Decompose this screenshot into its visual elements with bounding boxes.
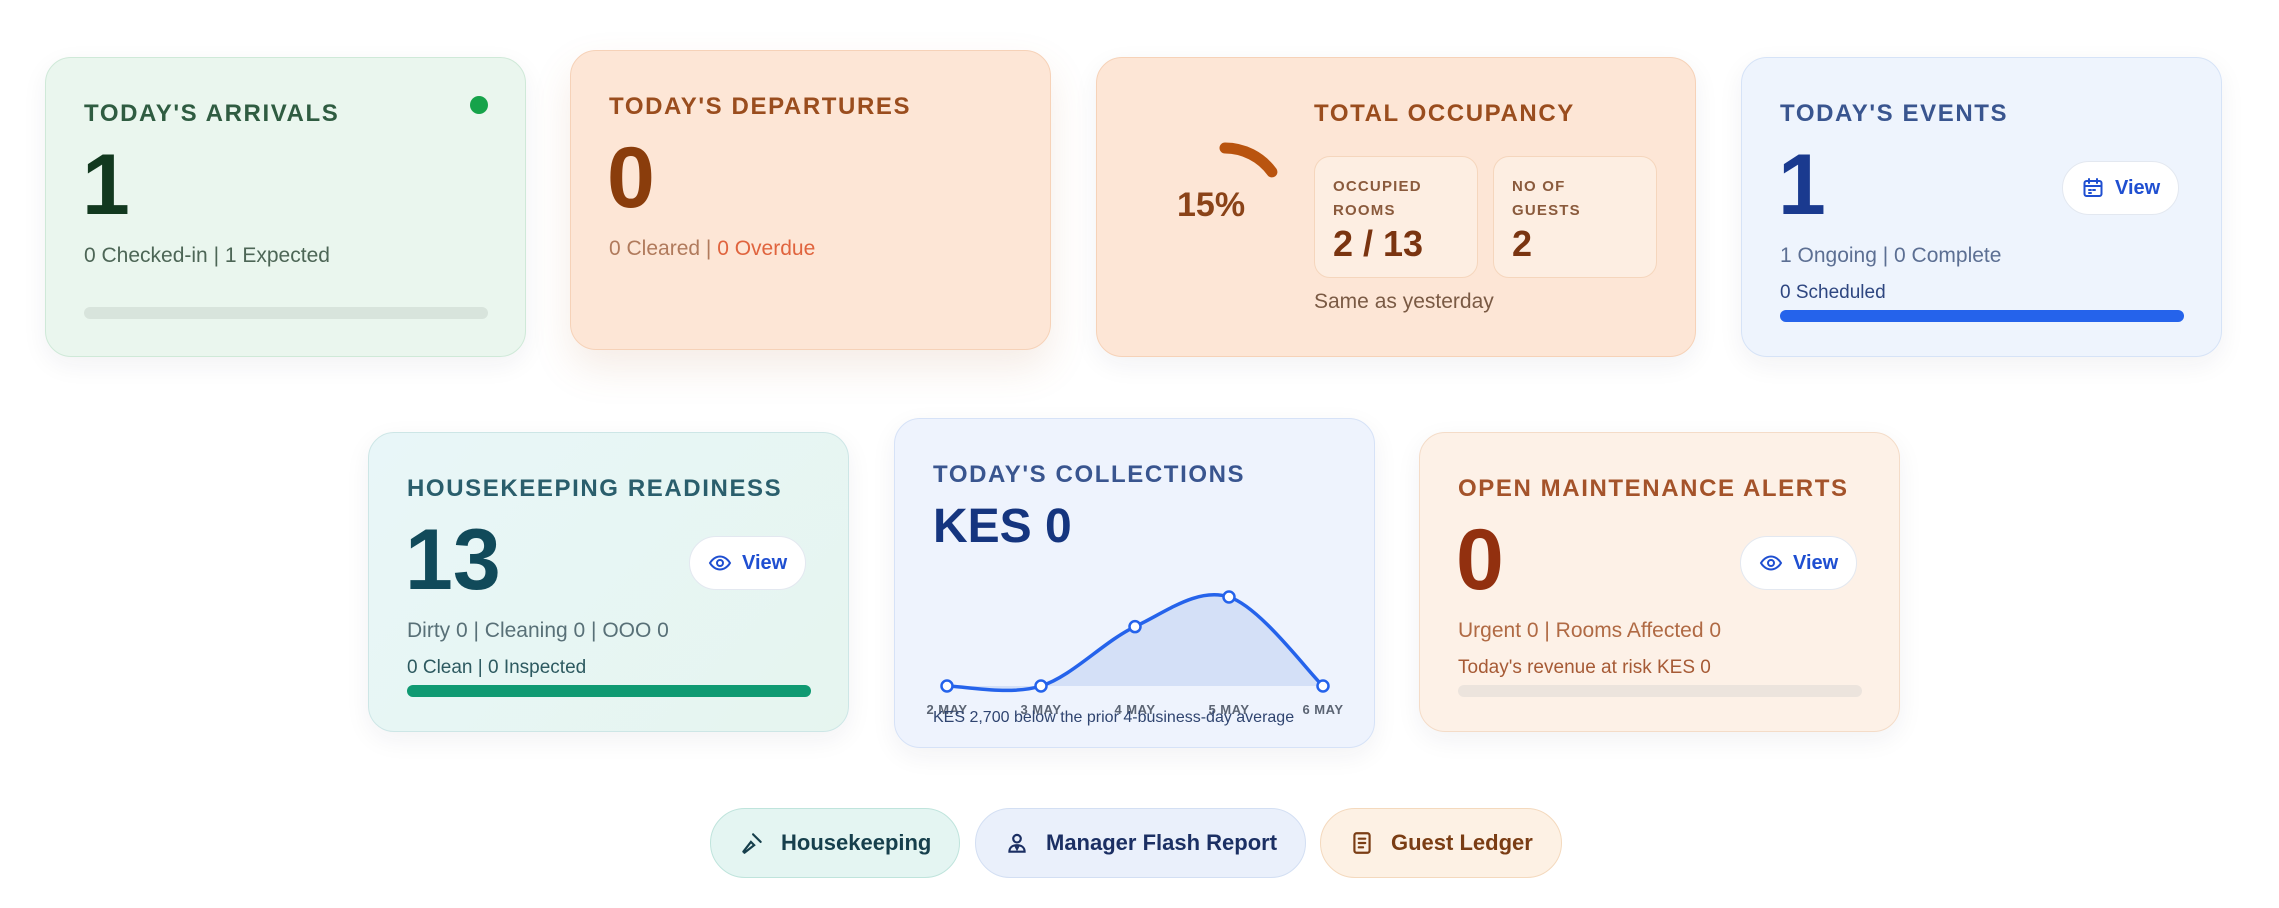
events-scheduled: 0 Scheduled bbox=[1780, 282, 1886, 303]
housekeeping-clean: 0 Clean | 0 Inspected bbox=[407, 657, 587, 678]
events-label: TODAY'S EVENTS bbox=[1780, 100, 2009, 127]
occupancy-gauge-arc bbox=[1219, 142, 1278, 178]
departures-overdue: 0 Overdue bbox=[717, 237, 816, 260]
departures-detail: 0 Cleared | 0 Overdue bbox=[609, 237, 815, 261]
maintenance-revenue: Today's revenue at risk KES 0 bbox=[1458, 657, 1711, 678]
arrivals-label: TODAY'S ARRIVALS bbox=[84, 100, 340, 127]
chart-point bbox=[1222, 590, 1236, 604]
collections-label: TODAY'S COLLECTIONS bbox=[933, 461, 1246, 488]
manager-flash-report-button[interactable]: Manager Flash Report bbox=[975, 808, 1307, 878]
status-dot-icon bbox=[470, 96, 488, 114]
chart-x-tick-label: 6 MAY bbox=[1302, 702, 1343, 717]
maintenance-label: OPEN MAINTENANCE ALERTS bbox=[1458, 475, 1849, 502]
events-count: 1 bbox=[1778, 137, 1826, 233]
guest-ledger-label: Guest Ledger bbox=[1391, 830, 1533, 855]
occupancy-comparison: Same as yesterday bbox=[1314, 290, 1494, 313]
maintenance-progress-track bbox=[1458, 685, 1862, 697]
housekeeping-view-button[interactable]: View bbox=[689, 536, 807, 590]
maintenance-view-button[interactable]: View bbox=[1740, 536, 1858, 590]
chart-point bbox=[1128, 619, 1142, 634]
manager-flash-report-label: Manager Flash Report bbox=[1046, 830, 1278, 855]
chart-x-tick-label: 2 MAY bbox=[926, 702, 967, 717]
events-progress-track bbox=[1780, 310, 2184, 322]
occupied-rooms-value: 2 / 13 bbox=[1333, 223, 1424, 264]
departures-label: TODAY'S DEPARTURES bbox=[609, 93, 912, 120]
arrivals-detail: 0 Checked-in | 1 Expected bbox=[84, 244, 330, 267]
housekeeping-card: HOUSEKEEPING READINESS 13 View Dirty 0 |… bbox=[368, 432, 849, 732]
housekeeping-progress-fill bbox=[407, 685, 811, 697]
housekeeping-label: HOUSEKEEPING READINESS bbox=[407, 475, 783, 502]
chart-point bbox=[1034, 679, 1048, 693]
arrivals-count: 1 bbox=[82, 137, 130, 233]
chart-x-tick-label: 5 MAY bbox=[1208, 702, 1249, 717]
housekeeping-detail: Dirty 0 | Cleaning 0 | OOO 0 bbox=[407, 619, 669, 642]
guests-value: 2 bbox=[1512, 223, 1533, 264]
occupancy-gauge bbox=[1219, 142, 1278, 178]
occupancy-card: 15% TOTAL OCCUPANCY OCCUPIED ROOMS 2 / 1… bbox=[1096, 57, 1696, 357]
occupied-rooms-label: OCCUPIED ROOMS bbox=[1333, 178, 1422, 219]
departures-separator: | bbox=[700, 237, 718, 260]
chart-point bbox=[940, 679, 954, 693]
occupancy-label: TOTAL OCCUPANCY bbox=[1314, 100, 1575, 127]
chart-x-tick-label: 3 MAY bbox=[1020, 702, 1061, 717]
eye-icon bbox=[1759, 555, 1783, 571]
chart-area-fill bbox=[947, 594, 1323, 691]
occupied-rooms-box: OCCUPIED ROOMS 2 / 13 bbox=[1314, 156, 1478, 278]
collections-chart: 2 MAY 3 MAY 4 MAY 5 MAY 6 MAY bbox=[926, 590, 1343, 717]
events-progress-fill bbox=[1780, 310, 2184, 322]
housekeeping-count: 13 bbox=[405, 512, 501, 608]
broom-icon bbox=[742, 833, 762, 854]
maintenance-view-label: View bbox=[1793, 551, 1839, 574]
collections-amount: KES 0 bbox=[933, 500, 1072, 553]
departures-count: 0 bbox=[607, 130, 655, 226]
housekeeping-progress-track bbox=[407, 685, 811, 697]
departures-card: TODAY'S DEPARTURES 0 0 Cleared | 0 Overd… bbox=[570, 50, 1051, 350]
events-view-label: View bbox=[2115, 176, 2161, 199]
housekeeping-link-label: Housekeeping bbox=[781, 830, 932, 855]
calendar-icon bbox=[2083, 178, 2103, 197]
events-detail: 1 Ongoing | 0 Complete bbox=[1780, 244, 2002, 267]
ledger-document-icon bbox=[1353, 832, 1371, 854]
maintenance-count: 0 bbox=[1456, 512, 1504, 608]
arrivals-progress-track bbox=[84, 307, 488, 319]
collections-note: KES 2,700 below the prior 4-business-day… bbox=[933, 709, 1295, 726]
chart-point bbox=[1316, 679, 1330, 693]
maintenance-detail: Urgent 0 | Rooms Affected 0 bbox=[1458, 619, 1722, 642]
guest-ledger-button[interactable]: Guest Ledger bbox=[1320, 808, 1562, 878]
occupancy-percent: 15% bbox=[1177, 186, 1246, 224]
events-card: TODAY'S EVENTS 1 View 1 Ongoing | 0 Comp… bbox=[1741, 57, 2222, 357]
manager-person-icon bbox=[1008, 833, 1026, 853]
housekeeping-link-button[interactable]: Housekeeping bbox=[710, 808, 961, 878]
guests-box: NO OF GUESTS 2 bbox=[1493, 156, 1657, 278]
chart-x-tick-label: 4 MAY bbox=[1114, 702, 1155, 717]
collections-card: TODAY'S COLLECTIONS KES 0 2 MAY 3 MAY 4 MA… bbox=[894, 418, 1375, 748]
maintenance-card: OPEN MAINTENANCE ALERTS 0 View Urgent 0 … bbox=[1419, 432, 1900, 732]
eye-icon bbox=[708, 555, 732, 571]
departures-cleared: 0 Cleared bbox=[609, 237, 701, 260]
events-view-button[interactable]: View bbox=[2062, 161, 2180, 215]
arrivals-card: TODAY'S ARRIVALS 1 0 Checked-in | 1 Expe… bbox=[45, 57, 526, 357]
guests-label: NO OF GUESTS bbox=[1512, 178, 1581, 219]
housekeeping-view-label: View bbox=[742, 551, 788, 574]
